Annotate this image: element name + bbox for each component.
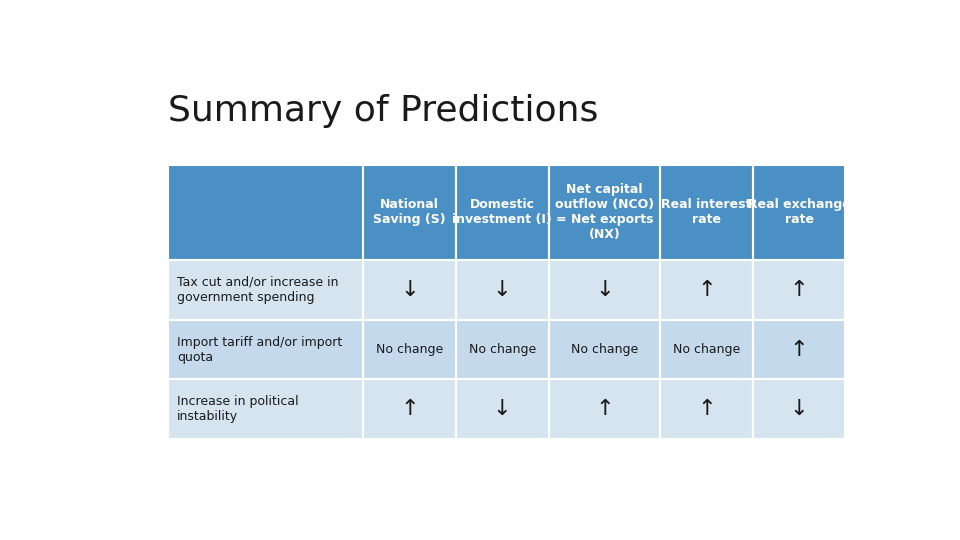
- Bar: [456, 260, 548, 320]
- Text: ↓: ↓: [492, 399, 512, 419]
- Bar: [168, 320, 363, 380]
- Bar: [548, 260, 660, 320]
- Bar: [753, 165, 846, 260]
- Text: ↑: ↑: [790, 280, 808, 300]
- Text: ↑: ↑: [697, 399, 715, 419]
- Bar: [548, 165, 660, 260]
- Bar: [168, 260, 363, 320]
- Bar: [168, 320, 363, 380]
- Bar: [548, 320, 660, 380]
- Bar: [660, 380, 753, 439]
- Bar: [456, 320, 548, 380]
- Bar: [168, 165, 363, 260]
- Bar: [456, 380, 548, 439]
- Text: Increase in political
instability: Increase in political instability: [178, 395, 299, 423]
- Bar: [363, 320, 456, 380]
- Bar: [363, 380, 456, 439]
- Bar: [168, 165, 363, 260]
- Text: Real exchange
rate: Real exchange rate: [748, 198, 851, 226]
- Text: ↑: ↑: [400, 399, 419, 419]
- Bar: [168, 380, 363, 439]
- Bar: [363, 380, 456, 439]
- Bar: [456, 165, 548, 260]
- Bar: [753, 320, 846, 380]
- Bar: [753, 380, 846, 439]
- Bar: [660, 260, 753, 320]
- Text: Domestic
investment (I): Domestic investment (I): [452, 198, 552, 226]
- Bar: [548, 380, 660, 439]
- Bar: [660, 380, 753, 439]
- Bar: [753, 165, 846, 260]
- Bar: [363, 260, 456, 320]
- Bar: [456, 260, 548, 320]
- Text: Import tariff and/or import
quota: Import tariff and/or import quota: [178, 335, 343, 363]
- Bar: [753, 320, 846, 380]
- Bar: [456, 380, 548, 439]
- Text: ↓: ↓: [492, 280, 512, 300]
- Bar: [548, 165, 660, 260]
- Text: No change: No change: [570, 343, 637, 356]
- Bar: [456, 320, 548, 380]
- Bar: [660, 165, 753, 260]
- Text: Tax cut and/or increase in
government spending: Tax cut and/or increase in government sp…: [178, 276, 339, 304]
- Bar: [363, 320, 456, 380]
- Bar: [456, 165, 548, 260]
- Bar: [548, 260, 660, 320]
- Bar: [363, 165, 456, 260]
- Text: Net capital
outflow (NCO)
= Net exports
(NX): Net capital outflow (NCO) = Net exports …: [555, 183, 654, 241]
- Bar: [168, 260, 363, 320]
- Text: ↓: ↓: [595, 280, 613, 300]
- Bar: [363, 165, 456, 260]
- Bar: [660, 320, 753, 380]
- Bar: [363, 260, 456, 320]
- Bar: [660, 260, 753, 320]
- Bar: [660, 320, 753, 380]
- Bar: [548, 320, 660, 380]
- Bar: [753, 260, 846, 320]
- Text: No change: No change: [673, 343, 740, 356]
- Bar: [753, 260, 846, 320]
- Bar: [168, 380, 363, 439]
- Text: No change: No change: [468, 343, 536, 356]
- Text: ↑: ↑: [595, 399, 613, 419]
- Bar: [753, 380, 846, 439]
- Text: Summary of Predictions: Summary of Predictions: [168, 94, 599, 128]
- Text: ↓: ↓: [400, 280, 419, 300]
- Text: National
Saving (S): National Saving (S): [373, 198, 445, 226]
- Text: No change: No change: [376, 343, 444, 356]
- Text: Real interest
rate: Real interest rate: [661, 198, 752, 226]
- Text: ↑: ↑: [790, 340, 808, 360]
- Text: ↓: ↓: [790, 399, 808, 419]
- Bar: [548, 380, 660, 439]
- Text: ↑: ↑: [697, 280, 715, 300]
- Bar: [660, 165, 753, 260]
